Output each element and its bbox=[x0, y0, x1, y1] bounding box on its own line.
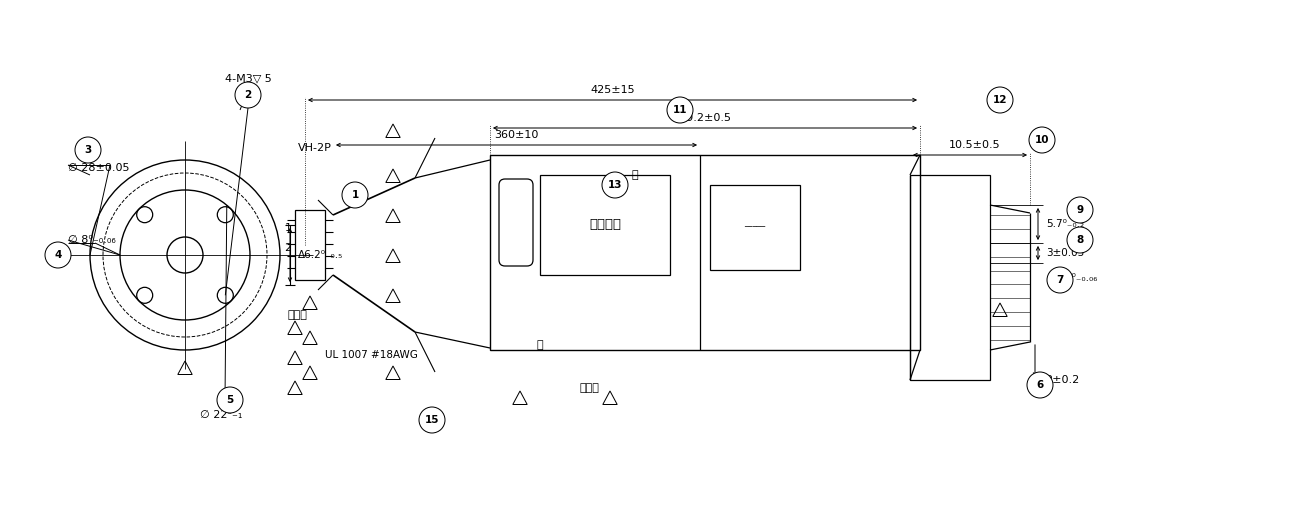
Bar bbox=[710, 185, 800, 270]
Text: 2±0.2: 2±0.2 bbox=[1045, 375, 1079, 385]
Text: 6: 6 bbox=[1036, 380, 1044, 390]
Text: 15: 15 bbox=[425, 415, 439, 425]
Text: 360±10: 360±10 bbox=[494, 130, 538, 140]
Text: 红: 红 bbox=[537, 340, 543, 350]
Bar bbox=[910, 175, 991, 380]
Circle shape bbox=[667, 97, 693, 123]
Circle shape bbox=[1030, 127, 1056, 153]
Circle shape bbox=[235, 82, 261, 108]
Text: ∅ 28±0.05: ∅ 28±0.05 bbox=[68, 163, 130, 173]
Text: 8: 8 bbox=[1076, 235, 1084, 245]
Text: 4: 4 bbox=[55, 250, 61, 260]
Text: 7: 7 bbox=[1057, 275, 1063, 285]
Text: 热缩管: 热缩管 bbox=[289, 310, 308, 320]
Text: ─────: ───── bbox=[745, 225, 766, 231]
Text: 5.7⁰₋₀.₂: 5.7⁰₋₀.₂ bbox=[1046, 219, 1084, 229]
Circle shape bbox=[987, 87, 1013, 113]
Text: 12: 12 bbox=[993, 95, 1008, 105]
Text: 铭牌位置: 铭牌位置 bbox=[589, 219, 621, 232]
Circle shape bbox=[419, 407, 445, 433]
Text: 黑: 黑 bbox=[632, 170, 638, 180]
Bar bbox=[295, 210, 325, 280]
Text: 1: 1 bbox=[285, 223, 291, 233]
Circle shape bbox=[75, 137, 101, 163]
Circle shape bbox=[342, 182, 368, 208]
Circle shape bbox=[217, 387, 243, 413]
Text: 1: 1 bbox=[351, 190, 359, 200]
Circle shape bbox=[1046, 267, 1072, 293]
Text: 2: 2 bbox=[285, 243, 291, 253]
Text: 5: 5 bbox=[226, 395, 234, 405]
Bar bbox=[540, 175, 670, 275]
Text: 13: 13 bbox=[608, 180, 623, 190]
Text: 3±0.05: 3±0.05 bbox=[1046, 248, 1084, 258]
Text: 3: 3 bbox=[84, 145, 91, 155]
Text: UL 1007 #18AWG: UL 1007 #18AWG bbox=[325, 350, 417, 360]
Text: ∅2.8⁰₋₀.₀₆: ∅2.8⁰₋₀.₀₆ bbox=[1046, 273, 1097, 283]
Text: 2: 2 bbox=[244, 90, 252, 100]
Circle shape bbox=[1027, 372, 1053, 398]
Text: VH-2P: VH-2P bbox=[298, 143, 332, 153]
Text: 热缩管: 热缩管 bbox=[580, 383, 599, 393]
Text: 4-M3▽ 5: 4-M3▽ 5 bbox=[225, 73, 272, 83]
Text: 9: 9 bbox=[1076, 205, 1084, 215]
Text: 11: 11 bbox=[673, 105, 688, 115]
Circle shape bbox=[46, 242, 72, 268]
Circle shape bbox=[1067, 227, 1093, 253]
Text: ∅ 8⁰₋₀.₀₆: ∅ 8⁰₋₀.₀₆ bbox=[68, 235, 116, 245]
Text: ∅ 22⁰₋₁: ∅ 22⁰₋₁ bbox=[200, 410, 242, 420]
Text: 425±15: 425±15 bbox=[590, 85, 634, 95]
Circle shape bbox=[1067, 197, 1093, 223]
Text: 10.5±0.5: 10.5±0.5 bbox=[949, 140, 1001, 150]
Bar bbox=[490, 155, 920, 350]
Text: 99.2±0.5: 99.2±0.5 bbox=[679, 113, 731, 123]
Text: Δ6.2⁰₋₀.₅: Δ6.2⁰₋₀.₅ bbox=[298, 250, 343, 260]
Circle shape bbox=[602, 172, 628, 198]
Text: 10: 10 bbox=[1035, 135, 1049, 145]
